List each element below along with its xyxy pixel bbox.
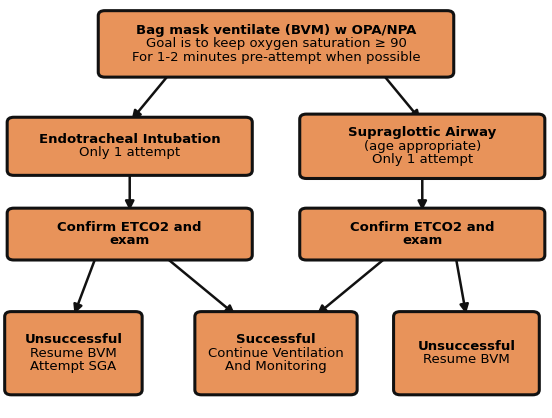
Text: Confirm ETCO2 and: Confirm ETCO2 and: [350, 221, 495, 234]
Text: Resume BVM: Resume BVM: [30, 347, 117, 360]
Text: Only 1 attempt: Only 1 attempt: [79, 146, 181, 160]
Text: Unsuccessful: Unsuccessful: [24, 333, 123, 347]
Text: And Monitoring: And Monitoring: [225, 360, 327, 373]
Text: Bag mask ventilate (BVM) w OPA/NPA: Bag mask ventilate (BVM) w OPA/NPA: [136, 24, 416, 37]
Text: exam: exam: [110, 234, 150, 247]
Text: Endotracheal Intubation: Endotracheal Intubation: [39, 133, 221, 146]
Text: Supraglottic Airway: Supraglottic Airway: [348, 126, 496, 140]
Text: exam: exam: [402, 234, 442, 247]
FancyBboxPatch shape: [195, 312, 357, 395]
Text: Attempt SGA: Attempt SGA: [30, 360, 116, 373]
Text: Resume BVM: Resume BVM: [423, 353, 510, 367]
FancyBboxPatch shape: [7, 208, 252, 260]
Text: For 1-2 minutes pre-attempt when possible: For 1-2 minutes pre-attempt when possibl…: [132, 51, 420, 64]
FancyBboxPatch shape: [300, 114, 545, 178]
FancyBboxPatch shape: [300, 208, 545, 260]
Text: Continue Ventilation: Continue Ventilation: [208, 347, 344, 360]
Text: Successful: Successful: [236, 333, 316, 347]
Text: Goal is to keep oxygen saturation ≥ 90: Goal is to keep oxygen saturation ≥ 90: [146, 37, 406, 51]
FancyBboxPatch shape: [394, 312, 539, 395]
Text: Confirm ETCO2 and: Confirm ETCO2 and: [57, 221, 202, 234]
Text: Unsuccessful: Unsuccessful: [417, 340, 516, 353]
Text: Only 1 attempt: Only 1 attempt: [371, 153, 473, 166]
FancyBboxPatch shape: [98, 10, 454, 77]
FancyBboxPatch shape: [5, 312, 142, 395]
FancyBboxPatch shape: [7, 117, 252, 176]
Text: (age appropriate): (age appropriate): [364, 140, 481, 153]
